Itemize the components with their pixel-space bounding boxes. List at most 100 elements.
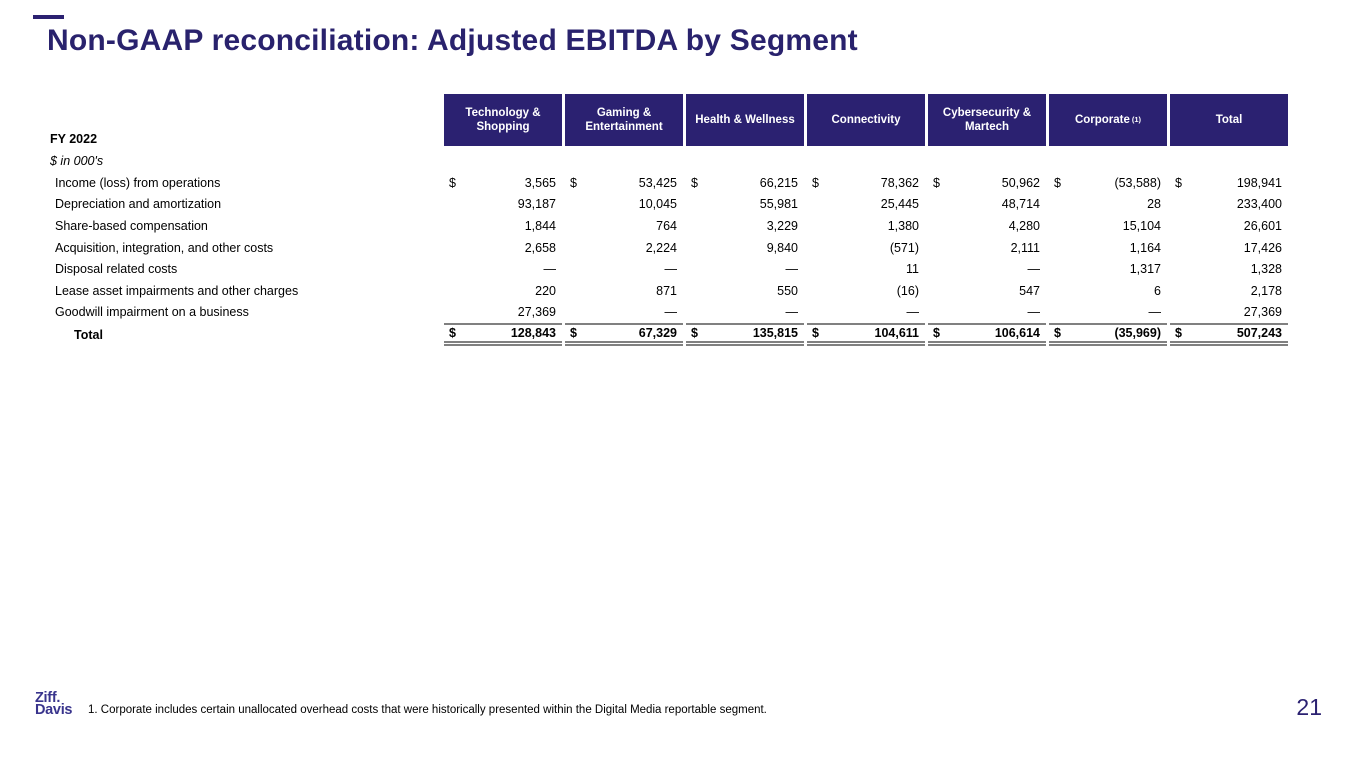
dollar-sign: $: [812, 326, 819, 341]
logo-line-1: Ziff.: [35, 690, 61, 706]
row-label: Total: [74, 327, 103, 342]
value-cell: 2,658: [444, 237, 562, 259]
value-cell: $3,565: [444, 172, 562, 194]
value-cell: 27,369: [444, 302, 562, 324]
dollar-sign: $: [1054, 326, 1061, 341]
cell-value: —: [1027, 262, 1041, 277]
cell-value: 2,658: [524, 240, 556, 255]
cell-value: —: [1148, 305, 1162, 320]
value-cell: 11: [807, 258, 925, 280]
value-cell: $104,611: [807, 323, 925, 347]
cell-value: 871: [656, 283, 677, 298]
cell-value: (53,588): [1114, 175, 1161, 190]
value-cell: —: [565, 258, 683, 280]
value-cell: 93,187: [444, 194, 562, 216]
value-cell: $50,962: [928, 172, 1046, 194]
cell-value: 220: [535, 283, 556, 298]
value-cell: 1,844: [444, 215, 562, 237]
table-row: Share-based compensation 1,844 764 3,229 1,3…: [48, 215, 1288, 237]
units-label: $ in 000's: [50, 154, 104, 168]
value-cell: $53,425: [565, 172, 683, 194]
cell-value: 27,369: [517, 305, 556, 320]
value-cell: $198,941: [1170, 172, 1288, 194]
cell-value: (571): [889, 240, 919, 255]
value-cell: $128,843: [444, 323, 562, 347]
dollar-sign: $: [691, 175, 698, 190]
value-cell: (571): [807, 237, 925, 259]
cell-value: 1,328: [1250, 262, 1282, 277]
cell-value: 50,962: [1001, 175, 1040, 190]
value-cell: 2,178: [1170, 280, 1288, 302]
value-cell: $67,329: [565, 323, 683, 347]
column-header-health-wellness: Health & Wellness: [686, 94, 804, 146]
value-cell: 2,224: [565, 237, 683, 259]
table-row: Depreciation and amortization 93,187 10,04…: [48, 194, 1288, 216]
cell-value: 128,843: [510, 326, 556, 341]
value-cell: 48,714: [928, 194, 1046, 216]
value-cell: 17,426: [1170, 237, 1288, 259]
cell-value: 3,229: [766, 218, 798, 233]
cell-value: 4,280: [1008, 218, 1040, 233]
dollar-sign: $: [1175, 326, 1182, 341]
cell-value: (16): [896, 283, 919, 298]
table-row: Income (loss) from operations $3,565 $53,4…: [48, 172, 1288, 194]
cell-value: 53,425: [638, 175, 677, 190]
column-header-total: Total: [1170, 94, 1288, 146]
row-label: Disposal related costs: [55, 262, 178, 277]
table-header-row: Technology & Shopping Gaming & Entertainm…: [444, 94, 1288, 146]
value-cell: 1,164: [1049, 237, 1167, 259]
value-cell: $135,815: [686, 323, 804, 347]
ebitda-table-body: Income (loss) from operations $3,565 $53,4…: [48, 172, 1288, 347]
dollar-sign: $: [449, 326, 456, 341]
value-cell: 1,328: [1170, 258, 1288, 280]
value-cell: 25,445: [807, 194, 925, 216]
value-cell: —: [686, 302, 804, 324]
cell-value: 10,045: [638, 197, 677, 212]
cell-value: —: [1027, 305, 1041, 320]
value-cell: 55,981: [686, 194, 804, 216]
table-row: Disposal related costs — — — 11 — 1,317 1,328: [48, 258, 1288, 280]
dollar-sign: $: [812, 175, 819, 190]
period-label: FY 2022: [50, 132, 98, 146]
row-label: Depreciation and amortization: [55, 197, 222, 212]
cell-value: 55,981: [759, 197, 798, 212]
cell-value: 2,224: [645, 240, 677, 255]
value-cell: 547: [928, 280, 1046, 302]
value-cell: 9,840: [686, 237, 804, 259]
value-cell: $507,243: [1170, 323, 1288, 347]
cell-value: 26,601: [1243, 218, 1282, 233]
page-title: Non-GAAP reconciliation: Adjusted EBITDA…: [47, 24, 858, 57]
value-cell: 26,601: [1170, 215, 1288, 237]
value-cell: 550: [686, 280, 804, 302]
value-cell: 28: [1049, 194, 1167, 216]
cell-value: 67,329: [638, 326, 677, 341]
cell-value: 78,362: [880, 175, 919, 190]
cell-value: 28: [1147, 197, 1161, 212]
column-header-gaming-entertainment: Gaming & Entertainment: [565, 94, 683, 146]
cell-value: —: [906, 305, 920, 320]
value-cell: —: [807, 302, 925, 324]
cell-value: (35,969): [1114, 326, 1161, 341]
value-cell: $ (53,588): [1049, 172, 1167, 194]
value-cell: —: [686, 258, 804, 280]
cell-value: —: [664, 305, 678, 320]
cell-value: 11: [906, 262, 919, 277]
dollar-sign: $: [1054, 175, 1061, 190]
cell-value: 15,104: [1122, 218, 1161, 233]
cell-value: 27,369: [1243, 305, 1282, 320]
footnote-marker: (1): [1131, 115, 1142, 125]
cell-value: 1,844: [524, 218, 556, 233]
dollar-sign: $: [570, 175, 577, 190]
value-cell: —: [928, 258, 1046, 280]
cell-value: 2,178: [1250, 283, 1282, 298]
cell-value: —: [664, 262, 678, 277]
dollar-sign: $: [449, 175, 456, 190]
cell-value: 66,215: [759, 175, 798, 190]
value-cell: (16): [807, 280, 925, 302]
value-cell: 10,045: [565, 194, 683, 216]
value-cell: 27,369: [1170, 302, 1288, 324]
row-label: Income (loss) from operations: [55, 175, 221, 190]
value-cell: —: [565, 302, 683, 324]
row-label: Acquisition, integration, and other cost…: [55, 240, 274, 255]
